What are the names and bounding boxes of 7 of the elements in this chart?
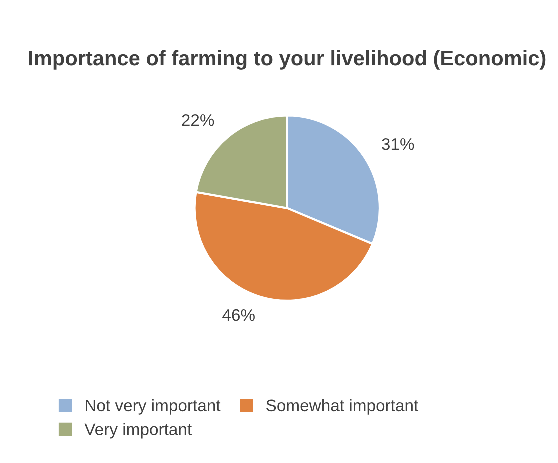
data-label: 31% [382,138,414,150]
data-label: 22% [182,114,214,126]
legend-label: Somewhat important [266,399,419,415]
legend-label: Very important [84,423,192,439]
data-label: 46% [222,309,255,322]
chart-title: Importance of farming to your livelihood (Economic) [30,50,546,70]
legend-label: Not very important [86,399,221,415]
